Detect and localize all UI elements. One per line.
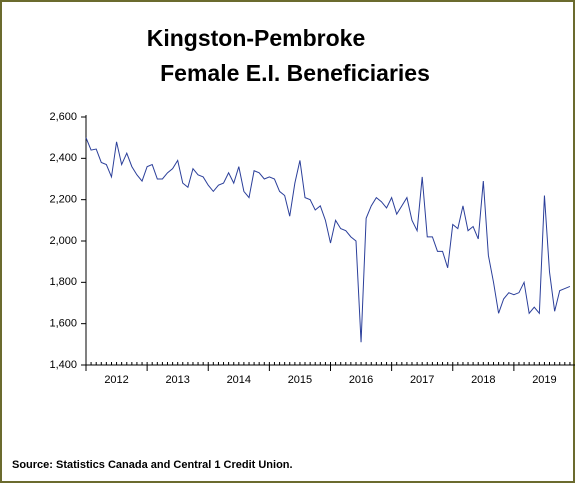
x-tick-label: 2015	[288, 374, 312, 386]
x-tick-label: 2018	[471, 374, 495, 386]
y-tick-label: 1,400	[49, 359, 77, 371]
x-tick-label: 2013	[165, 374, 189, 386]
y-tick-label: 2,400	[49, 152, 77, 164]
y-tick-label: 1,600	[49, 318, 77, 330]
x-tick-label: 2016	[349, 374, 373, 386]
y-tick-label: 2,600	[49, 111, 77, 123]
chart-title: Kingston-Pembroke	[147, 25, 366, 51]
y-tick-label: 1,800	[49, 276, 77, 288]
source-note: Source: Statistics Canada and Central 1 …	[12, 459, 293, 471]
x-tick-label: 2012	[104, 374, 128, 386]
data-line	[85, 137, 571, 343]
x-tick-label: 2014	[227, 374, 251, 386]
chart-subtitle: Female E.I. Beneficiaries	[160, 60, 430, 86]
y-tick-label: 2,000	[49, 235, 77, 247]
x-tick-label: 2019	[532, 374, 556, 386]
x-tick-label: 2017	[410, 374, 434, 386]
y-tick-label: 2,200	[49, 194, 77, 206]
